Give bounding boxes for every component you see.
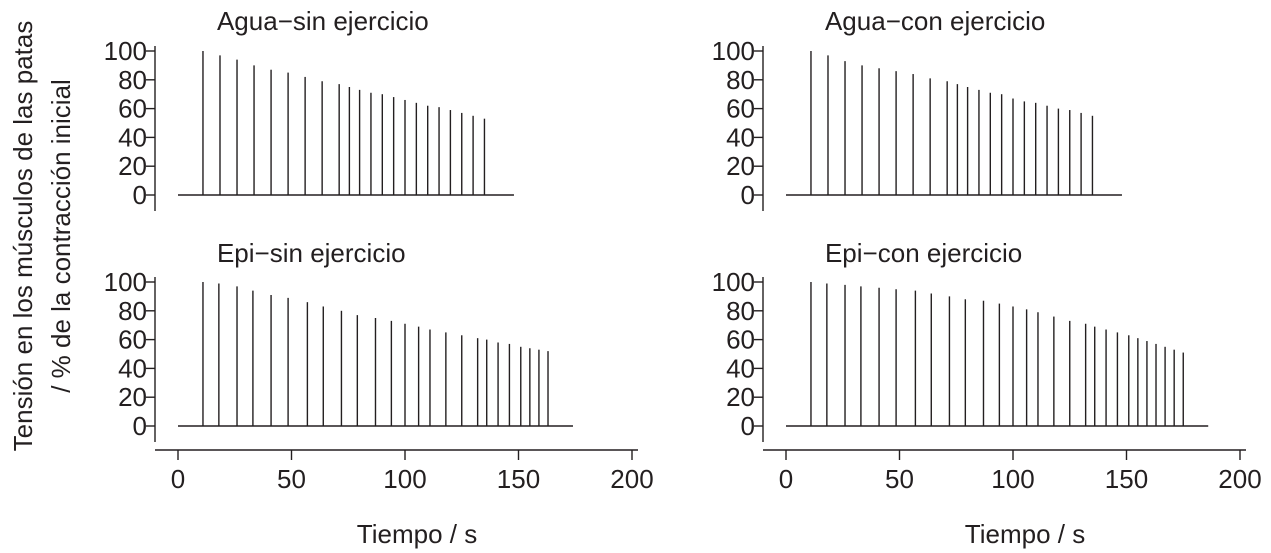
x-tick-label: 50 — [277, 464, 306, 494]
x-tick-label: 0 — [171, 464, 185, 494]
y-tick-label: 60 — [726, 325, 755, 355]
y-tick-label: 0 — [741, 180, 755, 210]
y-axis-title-text: Tensión en los músculos de las patas / % … — [8, 21, 76, 452]
y-tick-label: 60 — [118, 325, 147, 355]
y-axis-title: Tensión en los músculos de las patas / % … — [8, 21, 76, 452]
x-tick-label: 100 — [383, 464, 426, 494]
y-tick-label: 60 — [118, 94, 147, 124]
x-tick-label: 150 — [497, 464, 540, 494]
panel-title: Epi−con ejercicio — [825, 238, 1022, 268]
y-tick-label: 100 — [104, 267, 147, 297]
panel-title: Epi−sin ejercicio — [217, 238, 406, 268]
y-tick-label: 80 — [726, 296, 755, 326]
x-tick-label: 0 — [779, 464, 793, 494]
x-tick-label: 200 — [610, 464, 653, 494]
y-tick-label: 0 — [741, 411, 755, 441]
x-tick-label: 150 — [1105, 464, 1148, 494]
y-axis-title-line: Tensión en los músculos de las patas — [8, 21, 38, 452]
y-tick-label: 60 — [726, 94, 755, 124]
y-tick-label: 100 — [712, 36, 755, 66]
x-axis-title: Tiempo / s — [965, 519, 1085, 549]
x-axis-title: Tiempo / s — [357, 519, 477, 549]
y-axis-title-line: / % de la contracción inicial — [46, 79, 76, 393]
y-tick-label: 80 — [118, 65, 147, 95]
y-tick-label: 100 — [712, 267, 755, 297]
y-tick-label: 40 — [118, 122, 147, 152]
y-tick-label: 0 — [133, 411, 147, 441]
y-tick-label: 100 — [104, 36, 147, 66]
x-axis-titles: Tiempo / s Tiempo / s — [357, 519, 1085, 549]
y-tick-label: 0 — [133, 180, 147, 210]
y-tick-label: 80 — [118, 296, 147, 326]
y-tick-label: 20 — [726, 382, 755, 412]
y-tick-label: 40 — [726, 353, 755, 383]
x-tick-label: 200 — [1218, 464, 1261, 494]
panel-title: Agua−sin ejercicio — [217, 6, 429, 36]
x-tick-label: 50 — [885, 464, 914, 494]
y-tick-label: 20 — [726, 151, 755, 181]
y-tick-label: 40 — [118, 353, 147, 383]
x-tick-label: 100 — [991, 464, 1034, 494]
y-tick-label: 20 — [118, 151, 147, 181]
y-tick-label: 20 — [118, 382, 147, 412]
y-tick-label: 40 — [726, 122, 755, 152]
y-tick-label: 80 — [726, 65, 755, 95]
panel-title: Agua−con ejercicio — [825, 6, 1045, 36]
